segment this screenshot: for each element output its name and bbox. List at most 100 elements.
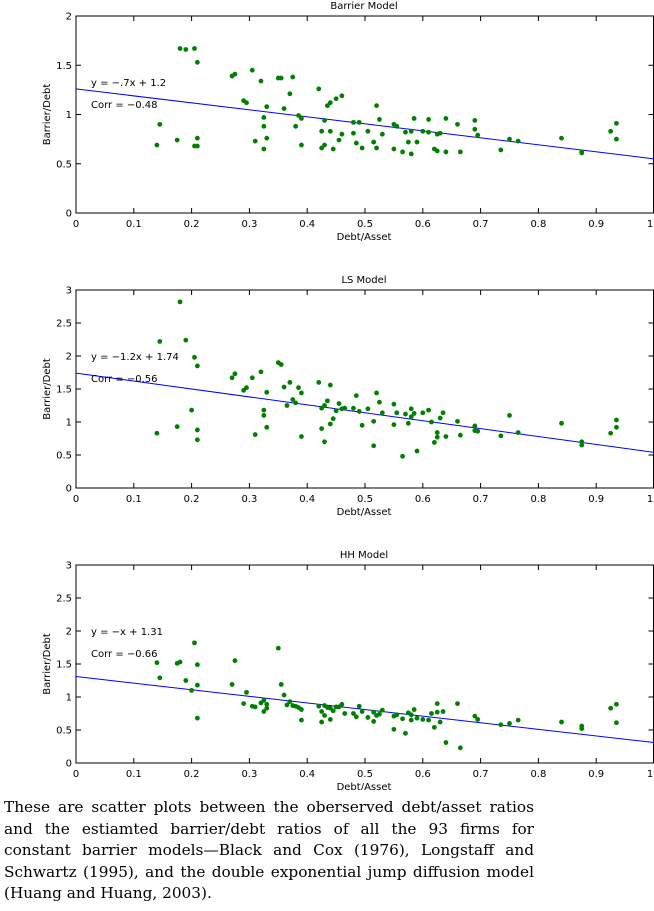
x-tick-label: 0	[73, 769, 79, 780]
data-point	[194, 427, 200, 433]
data-point	[351, 119, 356, 125]
x-tick-label: 0.3	[241, 769, 257, 780]
data-point	[408, 717, 414, 723]
data-point	[379, 410, 385, 416]
data-point	[455, 418, 460, 424]
y-tick-label: 1.5	[56, 660, 72, 671]
data-point	[264, 104, 270, 110]
data-point	[194, 662, 200, 668]
data-point	[403, 411, 408, 417]
data-point	[414, 139, 420, 145]
x-tick-label: 0.5	[357, 494, 373, 505]
figure: 0 0.1 0.2 0.3 0.4 0.5 0.6 0.7 0.8 0.9 1 0 0.5 1 1.5 2 Ba…	[42, 1, 654, 790]
data-point	[174, 137, 180, 143]
data-point	[379, 707, 385, 713]
data-point	[249, 375, 255, 381]
data-point	[434, 148, 440, 154]
data-point	[356, 409, 362, 414]
correlation-label: Corr = −0.66	[91, 649, 158, 660]
data-point	[261, 407, 267, 413]
chart-panel-1: 0 0.1 0.2 0.3 0.4 0.5 0.6 0.7 0.8 0.9 1 0 0.5 1 1.5 2 Ba…	[42, 1, 654, 243]
plot-frame	[75, 289, 654, 489]
data-point	[426, 407, 431, 413]
x-tick-label: 0.9	[588, 219, 604, 230]
data-point	[400, 149, 405, 155]
data-point	[371, 709, 377, 715]
data-point	[339, 93, 345, 99]
data-point	[299, 142, 304, 148]
data-point	[177, 299, 183, 305]
data-point	[443, 149, 449, 155]
data-point	[264, 705, 270, 711]
data-point	[336, 401, 342, 406]
y-tick-label: 1.5	[56, 385, 72, 396]
data-point	[379, 131, 385, 137]
data-point	[322, 118, 327, 123]
data-point	[455, 701, 460, 706]
data-point	[189, 407, 195, 413]
fit-equation-label: y = −x + 1.31	[91, 627, 163, 638]
data-point	[614, 417, 619, 423]
data-point	[420, 128, 426, 134]
x-tick-label: 0.5	[357, 769, 373, 780]
data-point	[154, 430, 160, 436]
x-tick-label: 0.7	[473, 769, 489, 780]
data-point	[261, 413, 267, 418]
x-tick-label: 0.6	[415, 769, 431, 780]
data-point	[232, 71, 238, 77]
data-point	[475, 717, 481, 722]
chart-panel-3: 0 0.1 0.2 0.3 0.4 0.5 0.6 0.7 0.8 0.9 1 0 0.5 1 1.5 2 2.…	[42, 550, 654, 790]
x-tick-label: 0.2	[184, 219, 200, 230]
data-point	[325, 103, 330, 109]
data-point	[157, 339, 163, 344]
data-point	[353, 714, 359, 720]
data-point	[299, 390, 304, 396]
data-point	[437, 415, 443, 421]
x-axis-label: Debt/Asset	[337, 782, 392, 790]
y-tick-label: 1	[66, 693, 72, 704]
data-point	[293, 400, 299, 406]
data-point	[261, 697, 267, 703]
data-point	[365, 128, 371, 134]
data-point	[264, 135, 270, 141]
data-point	[183, 47, 189, 52]
data-point	[189, 688, 195, 693]
data-point	[319, 719, 325, 725]
data-point	[241, 701, 247, 706]
fit-equation-label: y = −.7x + 1.2	[91, 78, 166, 89]
data-point	[443, 116, 449, 121]
x-tick-label: 0.1	[126, 494, 142, 505]
x-tick-label: 0.3	[241, 494, 257, 505]
data-point	[371, 443, 377, 449]
x-tick-label: 0.3	[241, 219, 257, 230]
data-point	[327, 421, 333, 427]
data-point	[264, 701, 270, 707]
x-tick-label: 0.9	[588, 769, 604, 780]
data-point	[408, 128, 414, 134]
data-point	[405, 420, 411, 426]
x-tick-label: 0.2	[184, 494, 200, 505]
data-point	[400, 716, 405, 722]
data-point	[457, 432, 463, 438]
data-point	[365, 406, 371, 412]
x-tick-label: 0.8	[530, 769, 546, 780]
x-tick-label: 0.7	[473, 219, 489, 230]
data-point	[327, 382, 333, 388]
data-point	[371, 418, 377, 424]
data-point	[319, 709, 325, 714]
x-tick-label: 0.7	[473, 494, 489, 505]
data-point	[194, 143, 200, 149]
data-point	[232, 371, 238, 377]
data-point	[515, 138, 521, 144]
data-point	[374, 145, 379, 151]
data-point	[411, 116, 417, 121]
data-point	[394, 123, 400, 129]
data-point	[322, 142, 327, 148]
data-point	[559, 420, 564, 426]
data-point	[429, 711, 434, 716]
data-point	[359, 145, 365, 151]
chart-title: Barrier Model	[330, 1, 397, 12]
data-point	[336, 137, 342, 143]
data-point	[252, 138, 258, 144]
data-point	[414, 448, 420, 454]
